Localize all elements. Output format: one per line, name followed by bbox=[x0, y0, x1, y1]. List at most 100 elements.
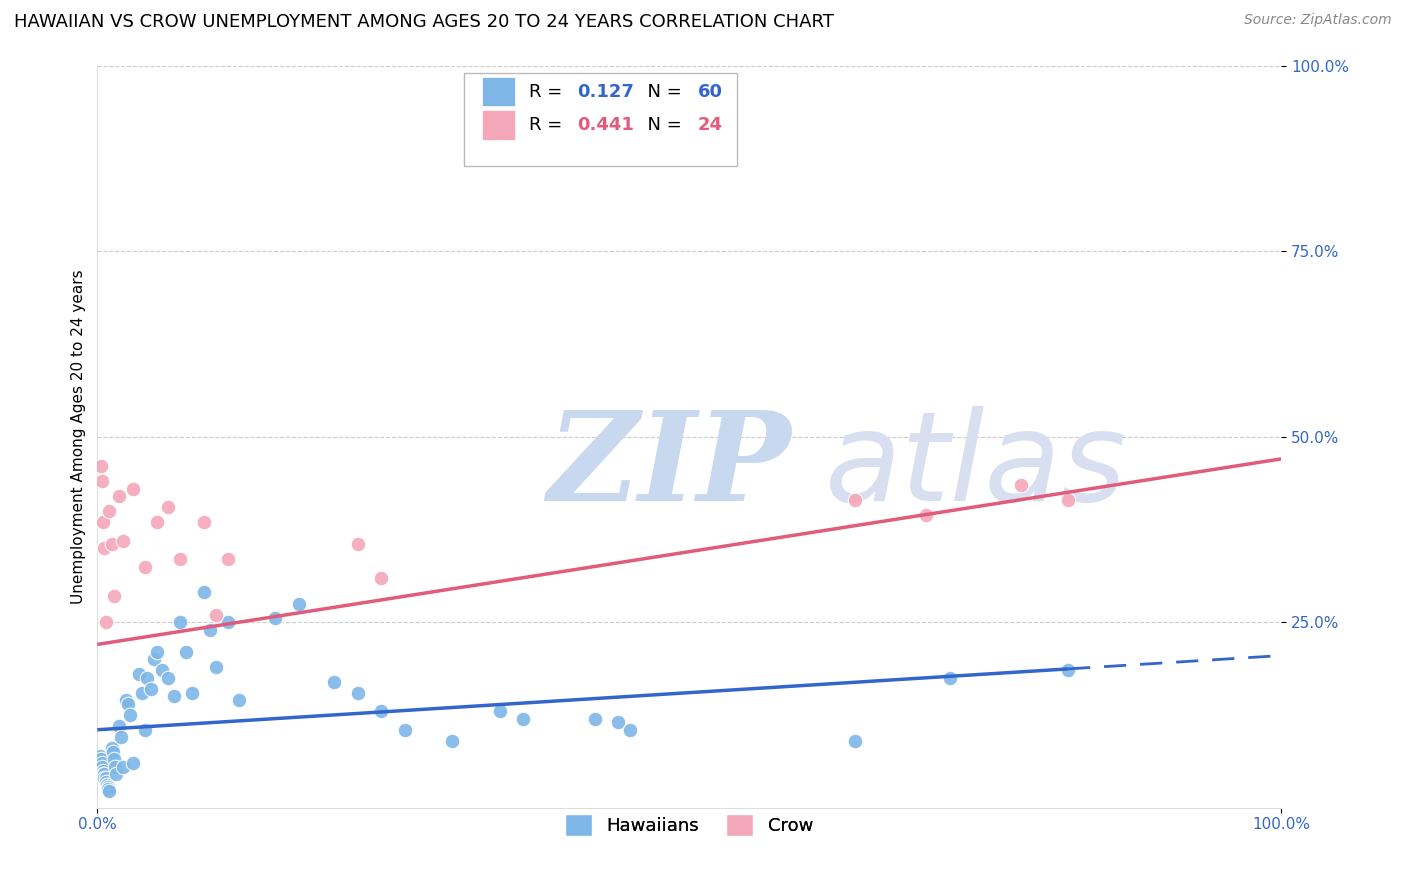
Legend: Hawaiians, Crow: Hawaiians, Crow bbox=[558, 806, 821, 843]
Point bbox=[583, 712, 606, 726]
Text: 60: 60 bbox=[697, 83, 723, 101]
Point bbox=[91, 515, 114, 529]
Text: N =: N = bbox=[636, 116, 688, 134]
Point bbox=[169, 615, 191, 629]
Point bbox=[100, 537, 122, 551]
Point bbox=[152, 664, 174, 678]
Point bbox=[100, 741, 122, 756]
Point bbox=[91, 764, 114, 778]
Point bbox=[157, 500, 180, 515]
Point bbox=[91, 474, 114, 488]
Point bbox=[98, 784, 121, 798]
Text: 0.127: 0.127 bbox=[576, 83, 634, 101]
Point bbox=[139, 681, 162, 696]
Point bbox=[117, 697, 139, 711]
Text: 24: 24 bbox=[697, 116, 723, 134]
Point bbox=[1010, 478, 1032, 492]
Point bbox=[607, 715, 630, 730]
Point bbox=[1057, 664, 1080, 678]
Point bbox=[143, 652, 166, 666]
Point bbox=[91, 767, 114, 781]
Point bbox=[121, 482, 143, 496]
Point bbox=[1057, 492, 1080, 507]
Point bbox=[163, 690, 186, 704]
Point bbox=[198, 623, 221, 637]
Point bbox=[169, 552, 191, 566]
Point bbox=[107, 489, 129, 503]
Point bbox=[91, 756, 114, 771]
Point bbox=[104, 760, 127, 774]
Point bbox=[938, 671, 960, 685]
Point bbox=[98, 504, 121, 518]
Point bbox=[93, 771, 115, 785]
Point bbox=[90, 459, 112, 474]
Point bbox=[96, 779, 118, 793]
Point bbox=[512, 712, 534, 726]
Point bbox=[136, 671, 159, 685]
Point bbox=[394, 723, 416, 737]
Point bbox=[217, 552, 239, 566]
Point bbox=[101, 745, 124, 759]
Text: atlas: atlas bbox=[825, 406, 1128, 527]
Point bbox=[346, 537, 368, 551]
Point bbox=[112, 760, 135, 774]
Point bbox=[844, 492, 866, 507]
Point bbox=[145, 645, 167, 659]
Point bbox=[323, 674, 346, 689]
Point bbox=[105, 767, 128, 781]
Point bbox=[228, 693, 250, 707]
Point bbox=[131, 686, 153, 700]
Point bbox=[97, 782, 120, 797]
Point bbox=[181, 686, 204, 700]
Point bbox=[94, 774, 117, 789]
Point bbox=[619, 723, 641, 737]
Text: ZIP: ZIP bbox=[547, 406, 792, 527]
Point bbox=[91, 760, 114, 774]
Point bbox=[145, 515, 167, 529]
Point bbox=[193, 585, 215, 599]
Point bbox=[94, 615, 117, 629]
Point bbox=[370, 704, 392, 718]
Point bbox=[174, 645, 197, 659]
Point bbox=[844, 734, 866, 748]
FancyBboxPatch shape bbox=[464, 73, 737, 166]
Point bbox=[157, 671, 180, 685]
Text: 0.441: 0.441 bbox=[576, 116, 634, 134]
Text: R =: R = bbox=[530, 116, 568, 134]
Text: R =: R = bbox=[530, 83, 568, 101]
Point bbox=[97, 780, 120, 794]
Y-axis label: Unemployment Among Ages 20 to 24 years: Unemployment Among Ages 20 to 24 years bbox=[72, 269, 86, 604]
Point bbox=[287, 597, 309, 611]
Point bbox=[134, 723, 156, 737]
Text: HAWAIIAN VS CROW UNEMPLOYMENT AMONG AGES 20 TO 24 YEARS CORRELATION CHART: HAWAIIAN VS CROW UNEMPLOYMENT AMONG AGES… bbox=[14, 13, 834, 31]
Point bbox=[204, 607, 226, 622]
Point bbox=[217, 615, 239, 629]
Point bbox=[90, 752, 112, 766]
Point bbox=[370, 571, 392, 585]
Point bbox=[93, 541, 115, 555]
FancyBboxPatch shape bbox=[482, 110, 515, 140]
Point bbox=[112, 533, 135, 548]
Point bbox=[89, 748, 111, 763]
Point bbox=[915, 508, 938, 522]
Text: Source: ZipAtlas.com: Source: ZipAtlas.com bbox=[1244, 13, 1392, 28]
Point bbox=[264, 611, 287, 625]
Point bbox=[193, 515, 215, 529]
Point bbox=[346, 686, 368, 700]
Point bbox=[128, 667, 150, 681]
Point bbox=[134, 559, 156, 574]
Point bbox=[103, 752, 125, 766]
Point bbox=[94, 771, 117, 785]
Point bbox=[488, 704, 510, 718]
Point bbox=[103, 589, 125, 603]
Point bbox=[107, 719, 129, 733]
Point bbox=[121, 756, 143, 771]
Point bbox=[93, 767, 115, 781]
Point bbox=[114, 693, 136, 707]
Text: N =: N = bbox=[636, 83, 688, 101]
FancyBboxPatch shape bbox=[482, 77, 515, 106]
Point bbox=[96, 779, 118, 793]
Point bbox=[110, 730, 132, 744]
Point bbox=[204, 659, 226, 673]
Point bbox=[441, 734, 464, 748]
